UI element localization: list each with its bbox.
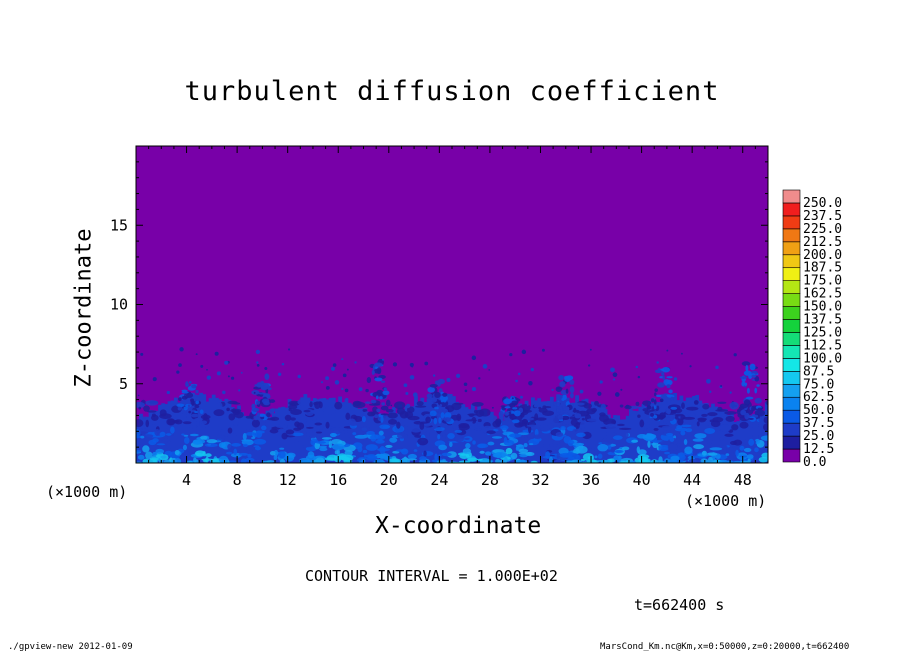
- colorbar-label: 62.5: [803, 390, 834, 405]
- colorbar-label: 125.0: [803, 325, 842, 340]
- x-tick-label: 8: [233, 471, 242, 489]
- colorbar-label: 112.5: [803, 338, 842, 353]
- colorbar-swatch: [782, 358, 801, 372]
- colorbar-swatch: [782, 383, 801, 398]
- x-tick-label: 4: [182, 471, 191, 489]
- colorbar-label: 225.0: [803, 222, 842, 237]
- x-tick-label: 48: [734, 471, 752, 489]
- footer-right: MarsCond_Km.nc@Km,x=0:50000,z=0:20000,t=…: [600, 642, 850, 652]
- x-unit-left: (×1000 m): [46, 483, 128, 501]
- colorbar-swatch: [782, 306, 801, 320]
- colorbar-swatch: [782, 345, 801, 359]
- colorbar-label: 237.5: [803, 209, 842, 224]
- colorbar-label: 200.0: [803, 248, 842, 263]
- colorbar-swatch: [782, 448, 801, 463]
- footer-left: ./gpview-new 2012-01-09: [8, 642, 133, 652]
- colorbar-label: 212.5: [803, 235, 842, 250]
- colorbar: 0.012.525.037.550.062.575.087.5100.0112.…: [782, 189, 842, 470]
- y-tick-label: 10: [110, 296, 128, 314]
- colorbar-swatch: [782, 254, 801, 269]
- colorbar-label: 150.0: [803, 300, 842, 315]
- colorbar-label: 87.5: [803, 364, 834, 379]
- colorbar-swatch: [782, 241, 801, 256]
- x-axis-label: X-coordinate: [375, 513, 542, 539]
- colorbar-label: 100.0: [803, 351, 842, 366]
- y-tick-label: 5: [119, 375, 128, 393]
- colorbar-swatch: [782, 215, 801, 230]
- colorbar-swatch: [782, 422, 801, 437]
- x-tick-label: 12: [279, 471, 297, 489]
- x-axis: 4 8 12 16 20 24 28 32 36 40 44 48: [135, 146, 769, 489]
- turbulence-field: [136, 347, 768, 463]
- y-axis: 5 10 15: [110, 145, 768, 464]
- colorbar-label: 0.0: [803, 455, 826, 470]
- colorbar-swatch: [782, 280, 801, 294]
- colorbar-label: 162.5: [803, 287, 842, 302]
- colorbar-swatch: [782, 189, 801, 204]
- colorbar-label: 250.0: [803, 196, 842, 211]
- y-tick-label: 15: [110, 216, 128, 234]
- x-tick-label: 28: [481, 471, 499, 489]
- colorbar-swatch: [782, 228, 801, 243]
- colorbar-label: 75.0: [803, 377, 834, 392]
- x-tick-label: 24: [430, 471, 448, 489]
- y-axis-label: Z-coordinate: [71, 228, 97, 388]
- colorbar-label: 50.0: [803, 403, 834, 418]
- colorbar-swatch: [782, 435, 801, 450]
- x-tick-label: 36: [582, 471, 600, 489]
- colorbar-swatch: [782, 371, 801, 385]
- colorbar-label: 175.0: [803, 274, 842, 289]
- x-tick-label: 16: [329, 471, 347, 489]
- colorbar-swatch: [782, 319, 801, 333]
- x-tick-label: 44: [683, 471, 701, 489]
- colorbar-swatch: [782, 332, 801, 346]
- colorbar-label: 12.5: [803, 442, 834, 457]
- chart-title: turbulent diffusion coefficient: [184, 76, 720, 107]
- colorbar-swatch: [782, 267, 801, 281]
- contour-interval-label: CONTOUR INTERVAL = 1.000E+02: [305, 567, 558, 585]
- colorbar-label: 187.5: [803, 261, 842, 276]
- colorbar-swatch: [782, 293, 801, 307]
- colorbar-label: 137.5: [803, 313, 842, 328]
- x-tick-label: 40: [633, 471, 651, 489]
- colorbar-swatch: [782, 396, 801, 411]
- time-label: t=662400 s: [634, 596, 725, 614]
- colorbar-swatch: [782, 409, 801, 424]
- colorbar-label: 25.0: [803, 429, 834, 444]
- x-tick-label: 20: [380, 471, 398, 489]
- x-tick-label: 32: [531, 471, 549, 489]
- colorbar-label: 37.5: [803, 416, 834, 431]
- colorbar-swatch: [782, 202, 801, 217]
- x-unit-right: (×1000 m): [685, 492, 767, 510]
